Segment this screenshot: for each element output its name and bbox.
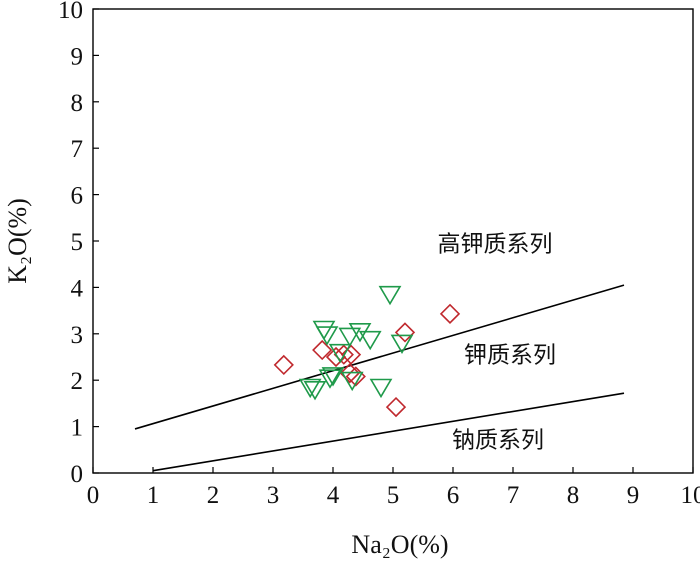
diamond-marker xyxy=(312,339,333,361)
triangle-marker xyxy=(298,378,322,399)
data-markers xyxy=(273,285,461,418)
diamond-marker xyxy=(439,303,461,324)
triangle-marker xyxy=(369,378,393,399)
y-tick-label: 10 xyxy=(58,0,83,24)
y-tick-label: 5 xyxy=(71,229,84,256)
plot-frame xyxy=(92,8,694,474)
triangle-marker xyxy=(378,285,402,306)
y-tick-label: 0 xyxy=(71,461,84,488)
region-label-k: 钾质系列 xyxy=(464,343,556,369)
x-tick-label: 2 xyxy=(207,482,220,509)
lower-boundary-line xyxy=(152,392,625,472)
x-tick-label: 5 xyxy=(387,482,400,509)
triangle-marker xyxy=(390,334,414,355)
triangle-marker xyxy=(340,371,364,392)
diamond-marker xyxy=(273,354,294,376)
diamond-marker xyxy=(394,322,416,343)
triangle-marker xyxy=(318,369,342,389)
diamond-marker xyxy=(339,363,360,384)
x-tick-label: 3 xyxy=(267,482,280,509)
x-tick-label: 9 xyxy=(627,482,640,509)
triangle-marker xyxy=(303,381,327,401)
upper-boundary-line xyxy=(134,284,625,430)
y-tick-label: 1 xyxy=(71,415,84,442)
y-axis-label: K₂O(%) xyxy=(3,198,32,284)
y-tick-label: 6 xyxy=(71,183,84,210)
y-tick-label: 4 xyxy=(71,275,84,302)
y-tick-label: 9 xyxy=(71,43,84,70)
y-tick-label: 3 xyxy=(71,322,84,349)
x-axis-label: Na₂O(%) xyxy=(351,530,448,559)
x-tick-label: 8 xyxy=(567,482,580,509)
y-tick-label: 8 xyxy=(71,90,84,117)
y-tick-label: 2 xyxy=(71,368,84,395)
diamond-marker xyxy=(385,396,407,418)
x-tick-label: 7 xyxy=(507,482,520,509)
region-label-na: 钠质系列 xyxy=(452,428,544,454)
x-axis-ticks: 0 1 2 3 4 5 6 7 8 9 10 xyxy=(87,467,700,509)
x-tick-label: 6 xyxy=(447,482,460,509)
y-tick-label: 7 xyxy=(71,136,84,163)
triangle-marker xyxy=(328,343,352,364)
x-tick-label: 10 xyxy=(681,482,700,509)
triangle-marker xyxy=(321,367,345,387)
x-tick-label: 0 xyxy=(87,482,100,509)
triangle-marker xyxy=(338,327,362,348)
region-label-high_k: 高钾质系列 xyxy=(438,231,553,257)
x-tick-label: 4 xyxy=(327,482,340,509)
diamond-marker xyxy=(333,344,354,365)
triangle-marker xyxy=(315,326,339,346)
y-axis-ticks: 0 1 2 3 4 5 6 7 8 9 10 xyxy=(58,0,99,488)
x-tick-label: 1 xyxy=(147,482,160,509)
triangle-marker xyxy=(358,330,382,351)
boundary-lines xyxy=(134,284,625,472)
diamond-marker xyxy=(340,344,362,365)
